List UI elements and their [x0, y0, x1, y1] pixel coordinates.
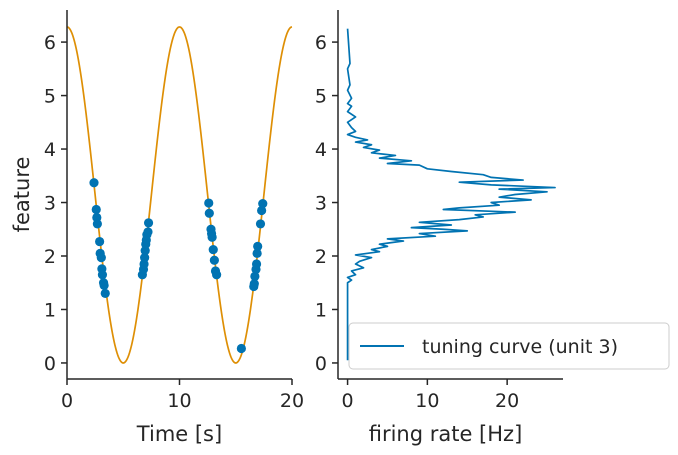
- left-y-ticks: 0 1 2 3 4 5 6: [44, 32, 67, 375]
- spike-point: [255, 219, 266, 229]
- right-x-ticks: 0 10 20: [342, 379, 519, 412]
- spike-point: [208, 244, 218, 255]
- spike-point: [91, 204, 101, 215]
- right-y-tick-label: 6: [315, 32, 327, 54]
- spike-point: [209, 255, 219, 265]
- right-y-tick-label: 4: [315, 139, 327, 161]
- spike-point: [100, 288, 110, 299]
- right-y-tick-label: 2: [315, 246, 327, 268]
- spike-point: [96, 253, 106, 263]
- spike-point: [95, 236, 105, 247]
- sinusoid-curve: [66, 26, 293, 364]
- spike-point: [143, 227, 153, 237]
- tuning-curve-panel: 0 1 2 3 4 5 6 0 10 20 firing rate [Hz] tuning cu…: [315, 10, 670, 446]
- right-y-ticks: 0 1 2 3 4 5 6: [315, 32, 338, 375]
- left-y-tick-label: 6: [44, 32, 56, 54]
- spike-point: [257, 205, 267, 216]
- spike-point: [249, 279, 259, 289]
- spike-point: [252, 248, 262, 258]
- legend-label: tuning curve (unit 3): [422, 336, 618, 358]
- right-y-tick-label: 5: [315, 86, 327, 108]
- time-feature-panel: 0 1 2 3 4 5 6 0 10 20 Time [s] feature: [10, 10, 304, 446]
- right-x-axis-label: firing rate [Hz]: [369, 422, 523, 446]
- spike-point: [204, 198, 214, 208]
- left-y-tick-label: 5: [44, 86, 56, 108]
- spike-point: [250, 271, 260, 281]
- right-y-tick-label: 0: [315, 353, 327, 375]
- tuning-curve-layer: [346, 28, 556, 361]
- left-x-axis-label: Time [s]: [136, 422, 222, 446]
- right-x-tick-label: 0: [342, 390, 354, 412]
- left-y-tick-label: 4: [44, 139, 56, 161]
- spike-point: [236, 343, 246, 354]
- spike-point: [143, 218, 154, 228]
- spike-scatter-layer: [89, 178, 268, 354]
- right-x-tick-label: 20: [495, 390, 519, 412]
- left-y-tick-label: 1: [44, 299, 56, 321]
- right-x-tick-label: 10: [415, 390, 439, 412]
- left-y-tick-label: 2: [44, 246, 56, 268]
- spike-point: [97, 270, 108, 280]
- sinusoid-curve-layer: [66, 26, 293, 364]
- left-y-tick-label: 3: [44, 193, 56, 215]
- left-x-tick-label: 0: [61, 390, 73, 412]
- spike-point: [89, 178, 99, 188]
- left-x-tick-label: 10: [167, 390, 191, 412]
- right-y-tick-label: 1: [315, 299, 327, 321]
- left-y-tick-label: 0: [44, 353, 56, 375]
- spike-point: [212, 270, 222, 280]
- left-x-tick-label: 20: [280, 390, 304, 412]
- left-x-ticks: 0 10 20: [61, 379, 304, 412]
- spike-point: [204, 208, 214, 218]
- spike-point: [258, 198, 268, 209]
- spike-point: [99, 280, 109, 291]
- legend: tuning curve (unit 3): [348, 322, 670, 370]
- legend-frame: [348, 322, 670, 370]
- spike-point: [140, 253, 150, 263]
- tuning-curve-line: [346, 28, 556, 361]
- spike-point: [251, 259, 262, 269]
- spike-point: [253, 241, 263, 251]
- spike-point: [207, 232, 217, 242]
- right-y-tick-label: 3: [315, 193, 327, 215]
- spike-point: [92, 219, 102, 229]
- left-y-axis-label: feature: [10, 157, 34, 233]
